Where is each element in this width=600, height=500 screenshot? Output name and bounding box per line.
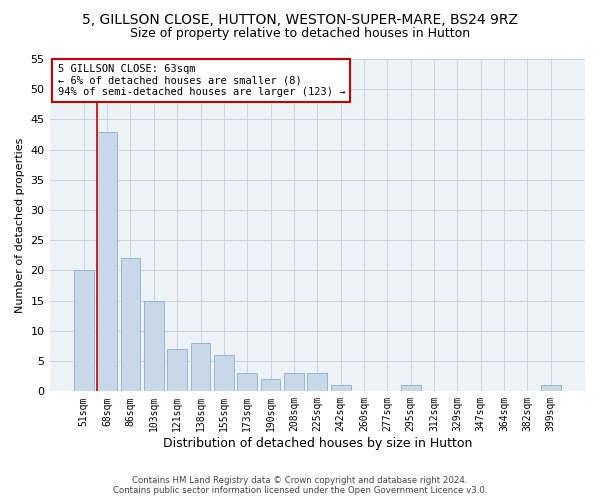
Bar	[307, 373, 327, 392]
Text: Size of property relative to detached houses in Hutton: Size of property relative to detached ho…	[130, 28, 470, 40]
Y-axis label: Number of detached properties: Number of detached properties	[15, 138, 25, 313]
Bar	[331, 386, 350, 392]
Bar	[191, 343, 211, 392]
Bar	[541, 386, 560, 392]
Bar	[214, 355, 234, 392]
Text: Contains HM Land Registry data © Crown copyright and database right 2024.
Contai: Contains HM Land Registry data © Crown c…	[113, 476, 487, 495]
Bar	[121, 258, 140, 392]
Bar	[144, 300, 164, 392]
Bar	[284, 373, 304, 392]
Bar	[167, 349, 187, 392]
Bar	[74, 270, 94, 392]
Text: 5, GILLSON CLOSE, HUTTON, WESTON-SUPER-MARE, BS24 9RZ: 5, GILLSON CLOSE, HUTTON, WESTON-SUPER-M…	[82, 12, 518, 26]
X-axis label: Distribution of detached houses by size in Hutton: Distribution of detached houses by size …	[163, 437, 472, 450]
Bar	[401, 386, 421, 392]
Bar	[97, 132, 117, 392]
Bar	[260, 379, 280, 392]
Text: 5 GILLSON CLOSE: 63sqm
← 6% of detached houses are smaller (8)
94% of semi-detac: 5 GILLSON CLOSE: 63sqm ← 6% of detached …	[58, 64, 345, 97]
Bar	[238, 373, 257, 392]
